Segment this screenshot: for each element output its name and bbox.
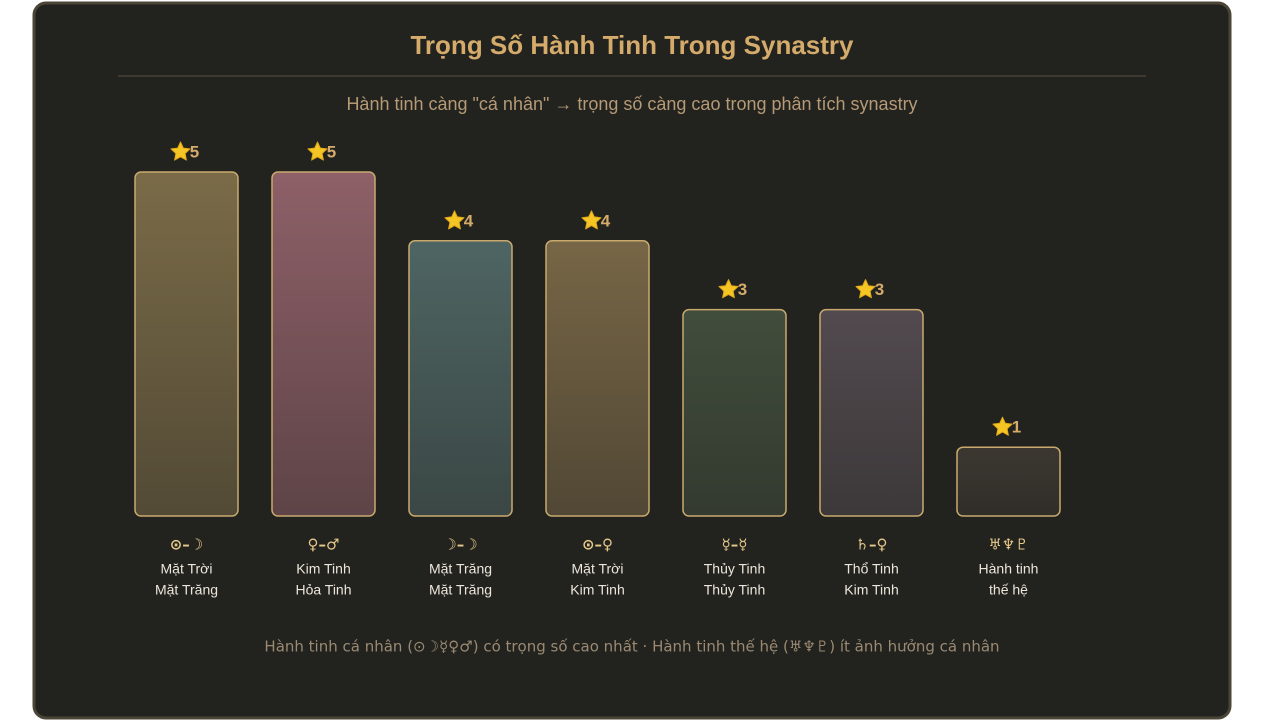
star-icon: [444, 210, 465, 230]
pair-symbol: ⊙–♀: [582, 536, 613, 554]
chart-title: Trọng Số Hành Tinh Trong Synastry: [410, 30, 854, 60]
value-label: 5: [190, 142, 199, 161]
x-tick-label: Thổ Tinh: [844, 561, 898, 577]
bar: [134, 171, 239, 517]
pair-symbol: ♅♆♇: [988, 536, 1028, 554]
x-tick-label: Hỏa Tinh: [295, 582, 351, 598]
pair-symbol: ♀–♂: [308, 536, 340, 554]
value-label: 1: [1012, 418, 1021, 437]
star-icon: [855, 279, 876, 299]
footnote: Hành tinh cá nhân (⊙☽☿♀♂) có trọng số ca…: [264, 638, 999, 656]
star-icon: [581, 210, 602, 230]
value-label: 5: [327, 142, 336, 161]
x-tick-label: Thủy Tinh: [704, 561, 765, 577]
x-tick-label: Hành tinh: [979, 561, 1039, 577]
x-tick-label: thế hệ: [989, 582, 1028, 598]
x-tick-label: Kim Tinh: [844, 582, 898, 598]
value-label: 3: [738, 280, 747, 299]
bar: [956, 446, 1061, 517]
pair-symbol: ☽–☽: [443, 536, 477, 554]
value-label: 4: [464, 211, 474, 230]
value-label: 4: [601, 211, 611, 230]
x-tick-label: Mặt Trời: [161, 561, 213, 577]
star-icon: [992, 416, 1013, 436]
bar: [271, 171, 376, 517]
bar: [545, 240, 650, 517]
pair-symbol: ⊙–☽: [170, 536, 204, 554]
value-label: 3: [875, 280, 884, 299]
x-tick-label: Mặt Trời: [572, 561, 624, 577]
bar: [408, 240, 513, 517]
bar: [819, 308, 924, 517]
pair-symbol: ☿–☿: [722, 536, 748, 554]
x-tick-label: Thủy Tinh: [704, 582, 765, 598]
star-icon: [170, 141, 191, 161]
star-icon: [718, 279, 739, 299]
pair-symbol: ♄–♀: [856, 536, 888, 554]
star-icon: [307, 141, 328, 161]
x-tick-label: Mặt Trăng: [155, 582, 218, 598]
chart-subtitle: Hành tinh càng "cá nhân" → trọng số càng…: [346, 94, 917, 114]
x-tick-label: Kim Tinh: [570, 582, 624, 598]
x-tick-label: Kim Tinh: [296, 561, 350, 577]
bar: [682, 308, 787, 517]
x-tick-label: Mặt Trăng: [429, 582, 492, 598]
x-tick-label: Mặt Trăng: [429, 561, 492, 577]
